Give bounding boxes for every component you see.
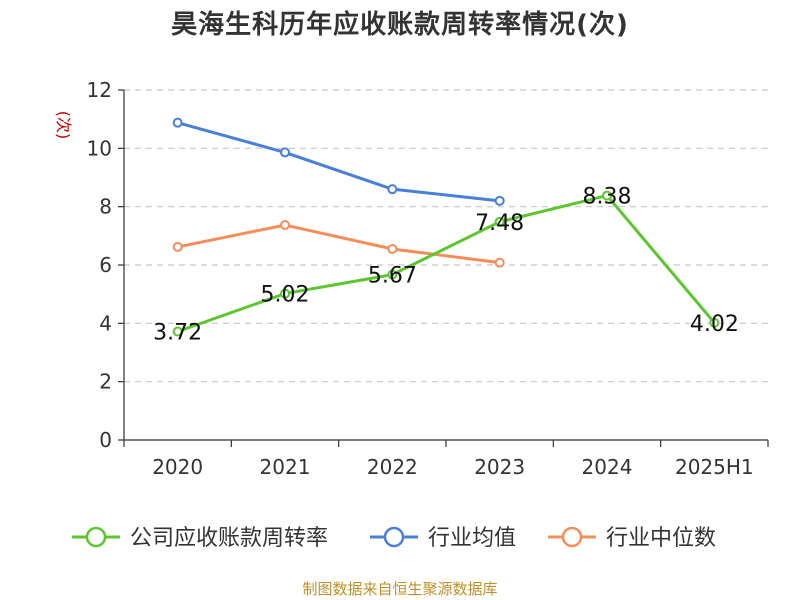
series-point-1 bbox=[172, 117, 183, 128]
series-point-0 bbox=[494, 216, 505, 227]
series-point-2 bbox=[387, 243, 398, 254]
legend-marker bbox=[383, 526, 405, 548]
x-tick-label: 2021 bbox=[260, 455, 311, 479]
series-point-0 bbox=[280, 288, 290, 299]
y-tick-label: 4 bbox=[99, 311, 112, 335]
x-tick-label: 2023 bbox=[474, 455, 525, 479]
series-line-2 bbox=[177, 223, 500, 265]
y-tick-label: 2 bbox=[99, 370, 112, 394]
legend-label: 公司应收账款周转率 bbox=[130, 526, 328, 551]
series-line-1 bbox=[177, 121, 500, 203]
x-tick-label: 2022 bbox=[367, 455, 418, 479]
series-point-2 bbox=[280, 220, 290, 231]
data-label: 7.48 bbox=[475, 211, 524, 236]
series-point-1 bbox=[280, 147, 290, 158]
data-label: 3.72 bbox=[153, 321, 202, 346]
y-tick-label: 12 bbox=[87, 78, 112, 102]
series-point-2 bbox=[172, 241, 183, 252]
series-point-1 bbox=[494, 195, 505, 206]
legend-marker bbox=[85, 526, 107, 548]
series-point-0 bbox=[602, 190, 612, 201]
legend-label: 行业均值 bbox=[428, 526, 516, 551]
y-tick-label: 0 bbox=[99, 428, 112, 452]
data-label: 5.02 bbox=[261, 283, 310, 308]
series-line-0 bbox=[177, 194, 716, 333]
legend-label: 行业中位数 bbox=[606, 526, 716, 551]
x-tick-label: 2024 bbox=[582, 455, 633, 479]
data-label: 8.38 bbox=[583, 185, 632, 210]
gridlines bbox=[124, 89, 768, 383]
series-point-0 bbox=[709, 317, 720, 328]
series-point-0 bbox=[172, 326, 183, 337]
series-point-2 bbox=[494, 257, 505, 268]
series-lines bbox=[172, 117, 720, 337]
data-labels: 3.72 5.02 5.67 7.48 8.38 4.02 bbox=[153, 185, 739, 346]
chart-title: 昊海生科历年应收账款周转率情况(次) bbox=[171, 10, 629, 40]
source-note: 制图数据来自恒生聚源数据库 bbox=[302, 580, 498, 598]
y-axis-ticks: 0 2 4 6 8 10 12 bbox=[87, 78, 124, 452]
series-point-1 bbox=[387, 184, 398, 195]
series-point-0 bbox=[387, 269, 398, 280]
data-label: 5.67 bbox=[368, 264, 417, 289]
y-tick-label: 6 bbox=[99, 253, 112, 277]
legend: 公司应收账款周转率 行业均值 行业中位数 bbox=[72, 526, 716, 551]
x-tick-label: 2025H1 bbox=[675, 455, 754, 479]
y-tick-label: 10 bbox=[87, 136, 112, 160]
data-label: 4.02 bbox=[690, 312, 739, 337]
legend-marker bbox=[561, 526, 583, 548]
x-axis-ticks: 2020 2021 2022 2023 2024 2025H1 bbox=[123, 440, 769, 479]
y-tick-label: 8 bbox=[99, 195, 112, 219]
y-axis-unit-label: (次) bbox=[54, 111, 73, 140]
x-tick-label: 2020 bbox=[152, 455, 203, 479]
